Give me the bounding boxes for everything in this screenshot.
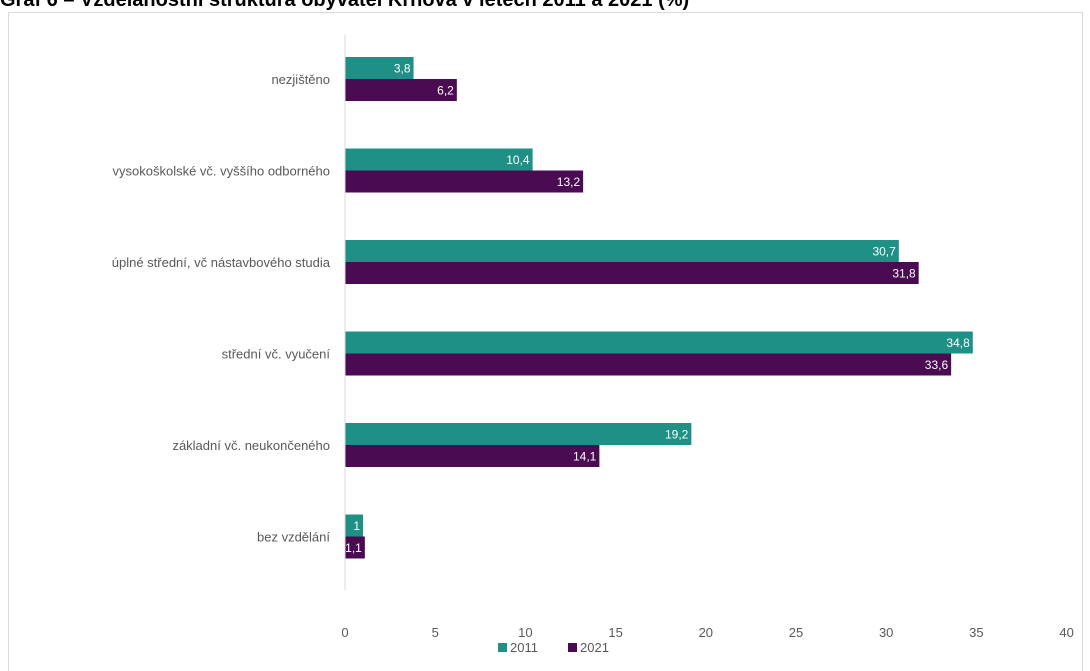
bar-2011-bez-vzdelani [345, 514, 364, 537]
bar-2021-uplne-stredni-vc-nastavboveho-studia [345, 262, 919, 284]
category-label-stredni-vc-vyuceni: střední vč. vyučení [222, 347, 331, 362]
x-tick-label-0: 0 [341, 625, 348, 640]
x-tick-label-5: 5 [432, 625, 439, 640]
chart-title: Graf 6 – Vzdělanostní struktura obyvatel… [0, 0, 690, 11]
legend: 2011 2021 [498, 640, 609, 655]
data-label-2011-zakladni-vc-neukonceneho: 19,2 [665, 428, 689, 442]
x-axis-ticks: 0 5 10 15 20 25 30 35 40 [341, 625, 1073, 640]
data-label-2021-uplne-stredni-vc-nastavboveho-studia: 31,8 [892, 267, 916, 281]
bar-2011-nezjisteno [345, 57, 414, 79]
bar-2021-vysokoskolske-vc-vyssiho-odborneho [345, 170, 584, 193]
x-tick-label-35: 35 [969, 625, 983, 640]
category-label-bez-vzdelani: bez vzdělání [257, 530, 330, 545]
data-label-2021-stredni-vc-vyuceni: 33,6 [925, 358, 949, 372]
legend-swatch-2021 [568, 643, 577, 652]
data-label-2011-uplne-stredni-vc-nastavboveho-studia: 30,7 [872, 245, 896, 259]
data-labels: 3,8 6,2 10,4 13,2 30,7 31,8 34,8 33,6 19,2 14,1 1 1… [345, 62, 970, 556]
x-tick-label-30: 30 [879, 625, 893, 640]
bar-2011-uplne-stredni-vc-nastavboveho-studia [345, 240, 899, 262]
category-label-uplne-stredni-vc-nastavboveho-studia: úplné střední, vč nástavbového studia [112, 255, 331, 270]
category-label-vysokoskolske-vc-vyssiho-odborneho: vysokoškolské vč. vyššího odborného [113, 164, 331, 179]
chart-frame [8, 12, 1083, 671]
legend-label-2021: 2021 [580, 640, 609, 655]
x-tick-label-20: 20 [699, 625, 713, 640]
data-label-2011-stredni-vc-vyuceni: 34,8 [946, 336, 970, 350]
x-tick-label-40: 40 [1059, 625, 1073, 640]
category-label-nezjisteno: nezjištěno [271, 72, 330, 87]
data-label-2011-vysokoskolske-vc-vyssiho-odborneho: 10,4 [506, 153, 530, 167]
x-tick-label-25: 25 [789, 625, 803, 640]
legend-swatch-2011 [498, 643, 507, 652]
data-label-2021-vysokoskolske-vc-vyssiho-odborneho: 13,2 [557, 175, 581, 189]
category-label-zakladni-vc-neukonceneho: základní vč. neukončeného [172, 438, 330, 453]
bar-2021-nezjisteno [345, 79, 457, 101]
bar-2021-bez-vzdelani [345, 536, 365, 559]
data-label-2021-nezjisteno: 6,2 [437, 84, 454, 98]
bars [345, 57, 973, 559]
category-labels: nezjištěno vysokoškolské vč. vyššího odbo… [112, 72, 331, 545]
bar-2011-zakladni-vc-neukonceneho [345, 423, 692, 445]
data-label-2021-bez-vzdelani: 1,1 [345, 541, 362, 555]
legend-label-2011: 2011 [510, 640, 538, 655]
data-label-2011-bez-vzdelani: 1 [353, 519, 360, 533]
x-tick-label-15: 15 [608, 625, 622, 640]
x-tick-label-10: 10 [518, 625, 532, 640]
data-label-2011-nezjisteno: 3,8 [394, 62, 411, 76]
bar-2021-stredni-vc-vyuceni [345, 353, 952, 376]
bar-2021-zakladni-vc-neukonceneho [345, 445, 600, 467]
data-label-2021-zakladni-vc-neukonceneho: 14,1 [573, 450, 597, 464]
bar-2011-stredni-vc-vyuceni [345, 331, 973, 354]
bar-2011-vysokoskolske-vc-vyssiho-odborneho [345, 148, 533, 171]
